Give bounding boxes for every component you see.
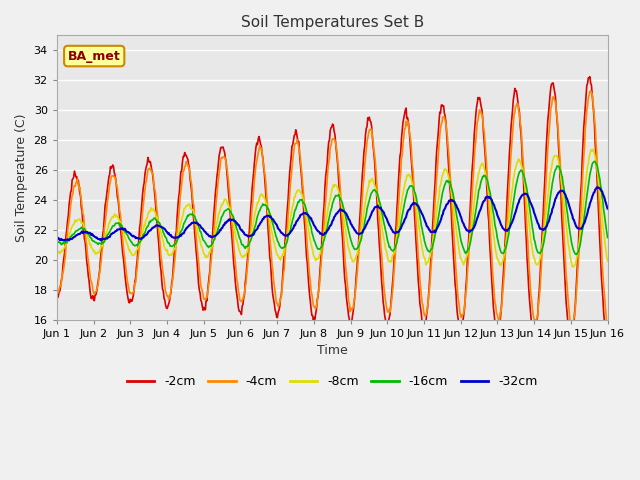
-16cm (53, 238, 61, 243)
-32cm (604, 205, 611, 211)
-16cm (604, 235, 611, 240)
-2cm (604, 336, 611, 342)
-2cm (205, 279, 212, 285)
Line: -4cm: -4cm (57, 91, 607, 326)
-4cm (205, 284, 212, 289)
Title: Soil Temperatures Set B: Soil Temperatures Set B (241, 15, 424, 30)
-32cm (64, 237, 72, 242)
-4cm (587, 88, 595, 94)
-2cm (120, 256, 127, 262)
X-axis label: Time: Time (317, 344, 348, 357)
-16cm (399, 208, 407, 214)
-32cm (60, 238, 68, 243)
-32cm (416, 207, 424, 213)
-8cm (120, 228, 127, 234)
-2cm (399, 119, 407, 125)
-8cm (53, 250, 61, 256)
-16cm (120, 226, 127, 231)
-16cm (63, 240, 70, 246)
-16cm (591, 158, 598, 164)
Y-axis label: Soil Temperature (C): Soil Temperature (C) (15, 113, 28, 242)
-4cm (604, 323, 611, 329)
-2cm (603, 338, 611, 344)
-4cm (175, 205, 183, 211)
-2cm (586, 74, 594, 80)
-2cm (63, 227, 70, 232)
-2cm (53, 291, 61, 297)
-4cm (63, 239, 70, 244)
-32cm (53, 234, 61, 240)
Line: -16cm: -16cm (57, 161, 607, 254)
Line: -32cm: -32cm (57, 187, 607, 240)
-16cm (415, 208, 423, 214)
-8cm (589, 146, 596, 152)
-16cm (175, 233, 183, 239)
Line: -8cm: -8cm (57, 149, 607, 267)
-8cm (175, 227, 183, 232)
Text: BA_met: BA_met (68, 49, 120, 62)
-32cm (120, 226, 128, 232)
-8cm (569, 264, 577, 270)
Legend: -2cm, -4cm, -8cm, -16cm, -32cm: -2cm, -4cm, -8cm, -16cm, -32cm (122, 370, 543, 393)
-32cm (176, 232, 184, 238)
-16cm (205, 245, 212, 251)
-32cm (205, 233, 213, 239)
-8cm (415, 226, 423, 231)
-16cm (572, 252, 580, 257)
-8cm (604, 258, 611, 264)
-4cm (399, 141, 407, 146)
-32cm (400, 219, 408, 225)
-4cm (53, 288, 61, 294)
-2cm (415, 288, 423, 294)
Line: -2cm: -2cm (57, 77, 607, 341)
-8cm (205, 252, 212, 258)
-8cm (63, 240, 70, 246)
-8cm (399, 190, 407, 196)
-32cm (593, 184, 600, 190)
-4cm (120, 245, 127, 251)
-4cm (415, 264, 423, 269)
-2cm (175, 190, 183, 195)
